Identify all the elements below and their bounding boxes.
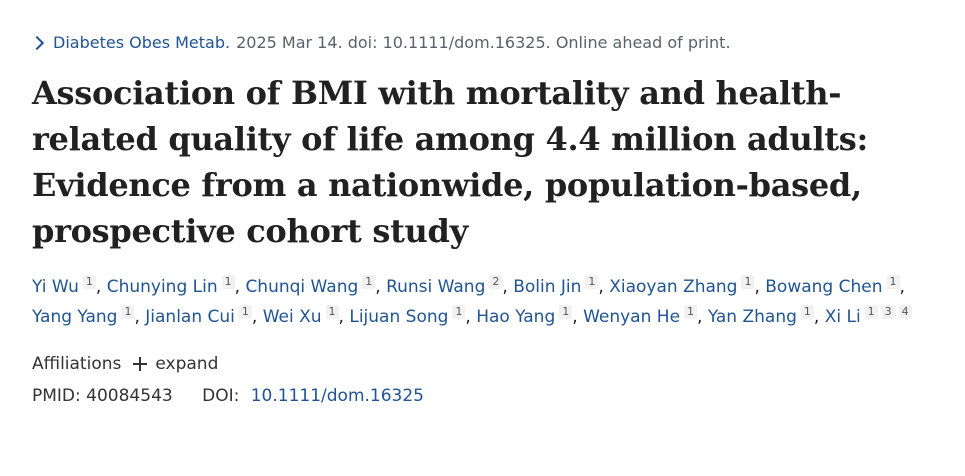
author-name-link[interactable]: Runsi Wang: [386, 277, 486, 297]
affiliation-number[interactable]: 1: [585, 275, 599, 290]
author-name-link[interactable]: Jianlan Cui: [145, 307, 235, 327]
author-item: Wenyan He 1: [583, 305, 698, 327]
affiliation-number[interactable]: 1: [325, 305, 339, 320]
pmid-label: PMID:: [32, 386, 81, 406]
doi-link[interactable]: 10.1111/dom.16325: [250, 386, 424, 406]
affiliation-number[interactable]: 1: [452, 305, 466, 320]
expand-affiliations-button[interactable]: expand: [155, 354, 219, 374]
affiliation-number[interactable]: 1: [684, 305, 698, 320]
citation-line: Diabetes Obes Metab. 2025 Mar 14. doi: 1…: [29, 30, 947, 56]
author-name-link[interactable]: Yang Yang: [32, 307, 118, 327]
journal-link[interactable]: Diabetes Obes Metab.: [53, 33, 231, 52]
author-name-link[interactable]: Hao Yang: [476, 307, 556, 327]
affiliation-number[interactable]: 1: [238, 305, 252, 320]
affiliation-number[interactable]: 1: [886, 275, 900, 290]
author-name-link[interactable]: Chunying Lin: [106, 277, 218, 297]
author-item: Chunying Lin 1: [106, 275, 235, 297]
article-header: Diabetes Obes Metab. 2025 Mar 14. doi: 1…: [29, 30, 947, 410]
affiliation-number[interactable]: 1: [864, 305, 878, 320]
affiliation-number[interactable]: 1: [362, 275, 376, 290]
pmid-value: 40084543: [86, 386, 173, 406]
author-name-link[interactable]: Yan Zhang: [707, 307, 797, 327]
author-item: Jianlan Cui 1: [145, 305, 252, 327]
author-item: Xiaoyan Zhang 1: [609, 275, 755, 297]
authors-list: Yi Wu 1, Chunying Lin 1, Chunqi Wang 1, Run…: [32, 272, 932, 332]
author-item: Hao Yang 1: [476, 305, 573, 327]
author-item: Runsi Wang 2: [386, 275, 503, 297]
author-name-link[interactable]: Chunqi Wang: [245, 277, 359, 297]
affiliation-number[interactable]: 2: [489, 275, 503, 290]
author-item: Bowang Chen 1: [765, 275, 900, 297]
author-item: Yan Zhang 1: [707, 305, 814, 327]
affiliation-number[interactable]: 1: [741, 275, 755, 290]
affiliation-number[interactable]: 1: [82, 275, 96, 290]
author-item: Xi Li 1 3 4: [824, 305, 912, 327]
author-name-link[interactable]: Lijuan Song: [349, 307, 449, 327]
author-item: Wei Xu 1: [262, 305, 339, 327]
affiliation-number[interactable]: 3: [881, 305, 895, 320]
affiliation-number[interactable]: 1: [221, 275, 235, 290]
article-title: Association of BMI with mortality and he…: [32, 74, 869, 250]
affiliation-number[interactable]: 1: [800, 305, 814, 320]
plus-icon[interactable]: [133, 357, 148, 371]
affiliation-number[interactable]: 1: [559, 305, 573, 320]
affiliations-label: Affiliations: [32, 354, 122, 374]
author-item: Chunqi Wang 1: [245, 275, 376, 297]
doi-label: DOI:: [202, 386, 240, 406]
author-name-link[interactable]: Xi Li: [824, 307, 861, 327]
affiliation-number[interactable]: 4: [898, 305, 912, 320]
chevron-right-icon[interactable]: [29, 35, 45, 51]
affiliation-number[interactable]: 1: [121, 305, 135, 320]
author-name-link[interactable]: Bowang Chen: [765, 277, 883, 297]
affiliations-row: Affiliations expand: [32, 350, 947, 378]
author-name-link[interactable]: Yi Wu: [32, 277, 79, 297]
identifiers-row: PMID: 40084543 DOI: 10.1111/dom.16325: [32, 382, 947, 410]
author-item: Yang Yang 1: [32, 305, 135, 327]
author-item: Yi Wu 1: [32, 275, 96, 297]
author-item: Bolin Jin 1: [513, 275, 599, 297]
author-item: Lijuan Song 1: [349, 305, 466, 327]
author-name-link[interactable]: Xiaoyan Zhang: [609, 277, 738, 297]
author-name-link[interactable]: Bolin Jin: [513, 277, 582, 297]
author-name-link[interactable]: Wei Xu: [262, 307, 322, 327]
author-name-link[interactable]: Wenyan He: [583, 307, 681, 327]
citation-details: 2025 Mar 14. doi: 10.1111/dom.16325. Onl…: [236, 33, 731, 52]
